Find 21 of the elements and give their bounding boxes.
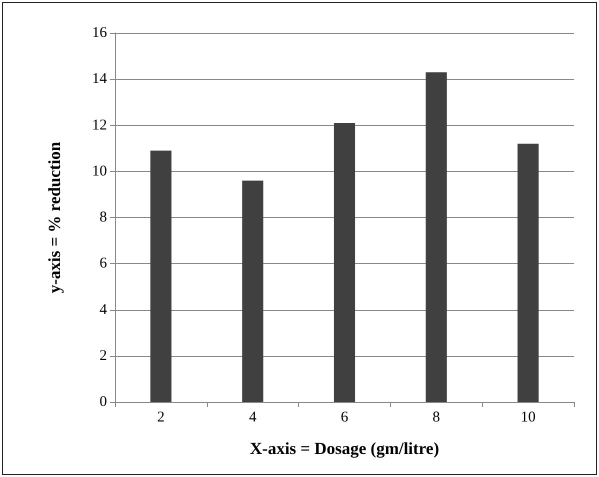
bar — [426, 72, 447, 402]
y-axis-title: y-axis = % reduction — [45, 141, 64, 294]
x-tick-label: 4 — [248, 410, 257, 426]
x-axis-title: X-axis = Dosage (gm/litre) — [250, 439, 440, 458]
x-tick-label: 8 — [432, 410, 440, 426]
y-tick-label: 16 — [92, 25, 108, 41]
y-tick-label: 0 — [100, 394, 107, 410]
x-tick-label: 10 — [520, 410, 536, 426]
x-tick-label: 6 — [340, 410, 349, 426]
y-tick-label: 2 — [100, 348, 107, 364]
y-tick-label: 8 — [100, 210, 107, 226]
y-tick-label: 10 — [92, 163, 107, 180]
y-tick-label: 4 — [100, 302, 108, 318]
y-tick-label: 12 — [92, 117, 107, 134]
bar — [518, 144, 539, 402]
bar — [242, 180, 264, 402]
x-tick-label: 2 — [157, 410, 165, 426]
y-tick-label: 14 — [92, 71, 108, 88]
bar — [150, 150, 172, 402]
bar — [334, 122, 356, 402]
y-tick-label: 6 — [100, 256, 108, 272]
